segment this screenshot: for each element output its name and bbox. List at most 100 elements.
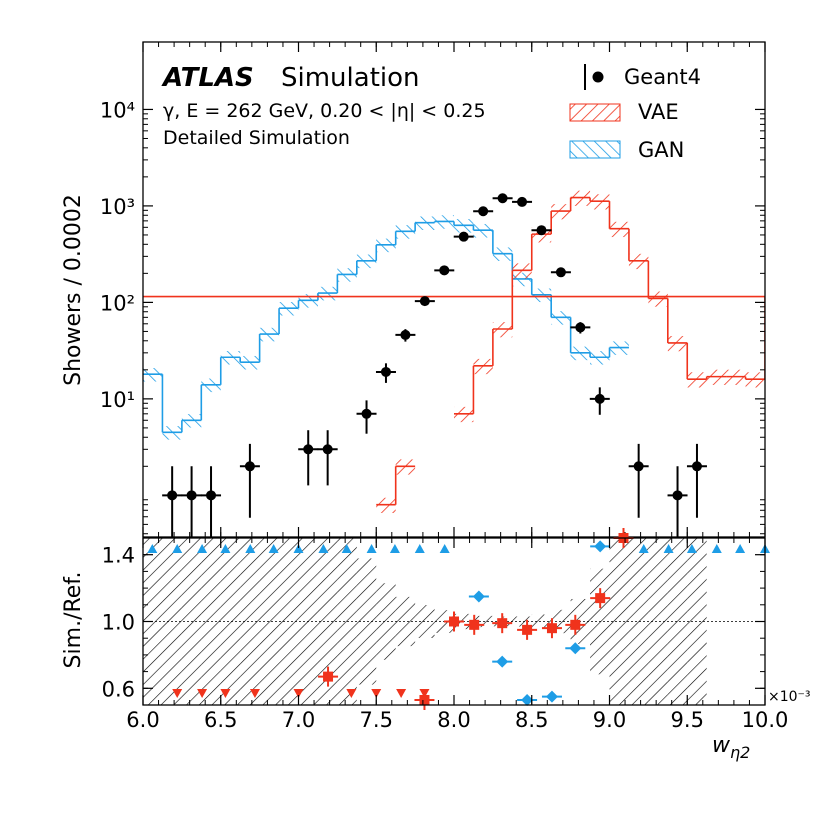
gan-ratio-point-5 (594, 540, 607, 553)
geant4-point-25 (633, 461, 644, 472)
x-tick-label-4: 8.0 (437, 708, 470, 732)
geant4-point-11 (361, 408, 372, 419)
vae-ratio-point-4 (497, 618, 508, 629)
y-tick-label-top-3: 10⁴ (100, 98, 135, 122)
gan-ratio-point-4 (569, 642, 582, 655)
x-tick-label-1: 6.5 (204, 708, 237, 732)
geant4-point-21 (555, 267, 566, 278)
gan-ratio-point-3 (545, 690, 558, 703)
bottom-panel-ticks: 6.0 6.5 7.0 7.5 8.0 8.5 9.0 9.5 10.0 0.6 1.0 1.4 (102, 537, 789, 732)
vae-ratio-out-low-5 (346, 689, 357, 698)
geant4-point-20 (536, 225, 547, 236)
experiment-label: ATLAS (161, 63, 254, 93)
vae-ratio-out-low-4 (293, 689, 304, 698)
ratio-out-high-7 (318, 544, 329, 553)
band-bin-26 (648, 538, 668, 705)
ratio-out-high-15 (686, 544, 697, 553)
band-bin-20 (531, 614, 552, 629)
vae-ratio-out-low-1 (197, 689, 208, 698)
band-bin-12 (376, 583, 396, 660)
vae-ratio-out-low-7 (396, 689, 407, 698)
y-axis-label-bottom: Sim./Ref. (61, 572, 86, 669)
vae-ratio-point-3 (469, 619, 480, 630)
x-tick-label-8: 10.0 (742, 708, 789, 732)
band-bin-11 (356, 558, 377, 685)
y-tick-label-top-0: 10¹ (100, 388, 135, 412)
x-tick-label-3: 7.5 (360, 708, 393, 732)
vae-ratio-point-5 (522, 624, 533, 635)
geant4-point-9 (322, 444, 333, 455)
ratio-out-high-10 (389, 544, 400, 553)
band-bin-19 (512, 616, 532, 627)
ratio-out-high-16 (711, 544, 722, 553)
legend: Geant4 VAE GAN (569, 64, 701, 162)
vae-ratio-out-low-0 (172, 689, 183, 698)
info-line-1: γ, E = 262 GeV, 0.20 < |η| < 0.25 (163, 100, 486, 122)
ratio-out-high-17 (735, 544, 746, 553)
y-axis-label-top: Showers / 0.0002 (61, 194, 86, 386)
geant4-point-5 (244, 461, 255, 472)
vae-ratio-out-low-3 (249, 689, 260, 698)
ratio-points (147, 528, 770, 710)
vae-ratio-point-7 (570, 619, 581, 630)
ratio-out-high-13 (638, 544, 649, 553)
geant4-point-18 (497, 193, 508, 204)
x-exponent-label: ×10⁻³ (768, 689, 811, 705)
y-tick-label-bottom-2: 1.4 (102, 544, 135, 568)
geant4-point-2 (186, 490, 197, 501)
gan-ratio-point-0 (472, 590, 485, 603)
geant4-point-1 (167, 490, 178, 501)
band-bin-13 (395, 596, 416, 647)
x-tick-label-2: 7.0 (282, 708, 315, 732)
ratio-out-high-14 (663, 544, 674, 553)
x-tick-label-0: 6.0 (126, 708, 159, 732)
vae-ratio-out-low-8 (419, 689, 430, 698)
ratio-out-high-8 (341, 544, 352, 553)
vae-ratio-point-8 (595, 593, 606, 604)
main-histogram-panel: 10¹ 10² 10³ 10⁴ ATLAS Simulation γ, E = 262… (61, 41, 766, 538)
gan-ratio-point-2 (521, 693, 534, 706)
experiment-suffix: Simulation (281, 63, 420, 93)
vae-ratio-point-2 (449, 616, 459, 627)
y-tick-label-top-2: 10³ (100, 195, 135, 219)
vae-ratio-point-6 (546, 623, 557, 634)
band-bin-25 (628, 538, 649, 705)
geant4-point-13 (400, 329, 411, 340)
ratio-out-high-5 (268, 544, 279, 553)
vae-ratio-point-0 (323, 671, 334, 682)
geant4-point-12 (380, 366, 391, 377)
geant4-point-14 (419, 296, 430, 307)
geant4-point-23 (594, 393, 605, 404)
y-tick-label-top-1: 10² (100, 291, 135, 315)
x-tick-label-6: 9.0 (593, 708, 626, 732)
top-panel-ticks: 10¹ 10² 10³ 10⁴ (100, 42, 766, 537)
vae-histogram (143, 190, 765, 514)
band-bin-27 (667, 538, 688, 705)
band-bin-6 (259, 538, 280, 705)
vae-ratio-out-low-2 (220, 689, 231, 698)
y-tick-label-bottom-0: 0.6 (102, 677, 135, 701)
legend-vae-swatch (569, 103, 621, 122)
geant4-point-8 (303, 444, 314, 455)
ratio-out-high-4 (245, 544, 256, 553)
legend-gan-swatch (569, 140, 621, 159)
geant4-point-27 (672, 490, 683, 501)
geant4-point-17 (478, 206, 489, 217)
geant4-point-28 (691, 461, 702, 472)
ratio-out-high-11 (414, 544, 425, 553)
legend-geant4-label: Geant4 (624, 65, 701, 89)
geant4-point-19 (517, 196, 528, 207)
geant4-point-22 (575, 322, 586, 333)
geant4-point-15 (439, 265, 450, 276)
band-bin-4 (220, 538, 241, 705)
ratio-out-high-2 (197, 544, 208, 553)
geant4-point-16 (458, 231, 469, 242)
gan-histogram (143, 215, 629, 440)
gan-ratio-point-1 (496, 655, 509, 668)
y-tick-label-bottom-1: 1.0 (102, 611, 135, 635)
vae-ratio-out-low-6 (371, 689, 382, 698)
legend-vae-label: VAE (638, 100, 679, 124)
x-tick-label-5: 8.5 (515, 708, 548, 732)
geant4-points (162, 193, 707, 537)
